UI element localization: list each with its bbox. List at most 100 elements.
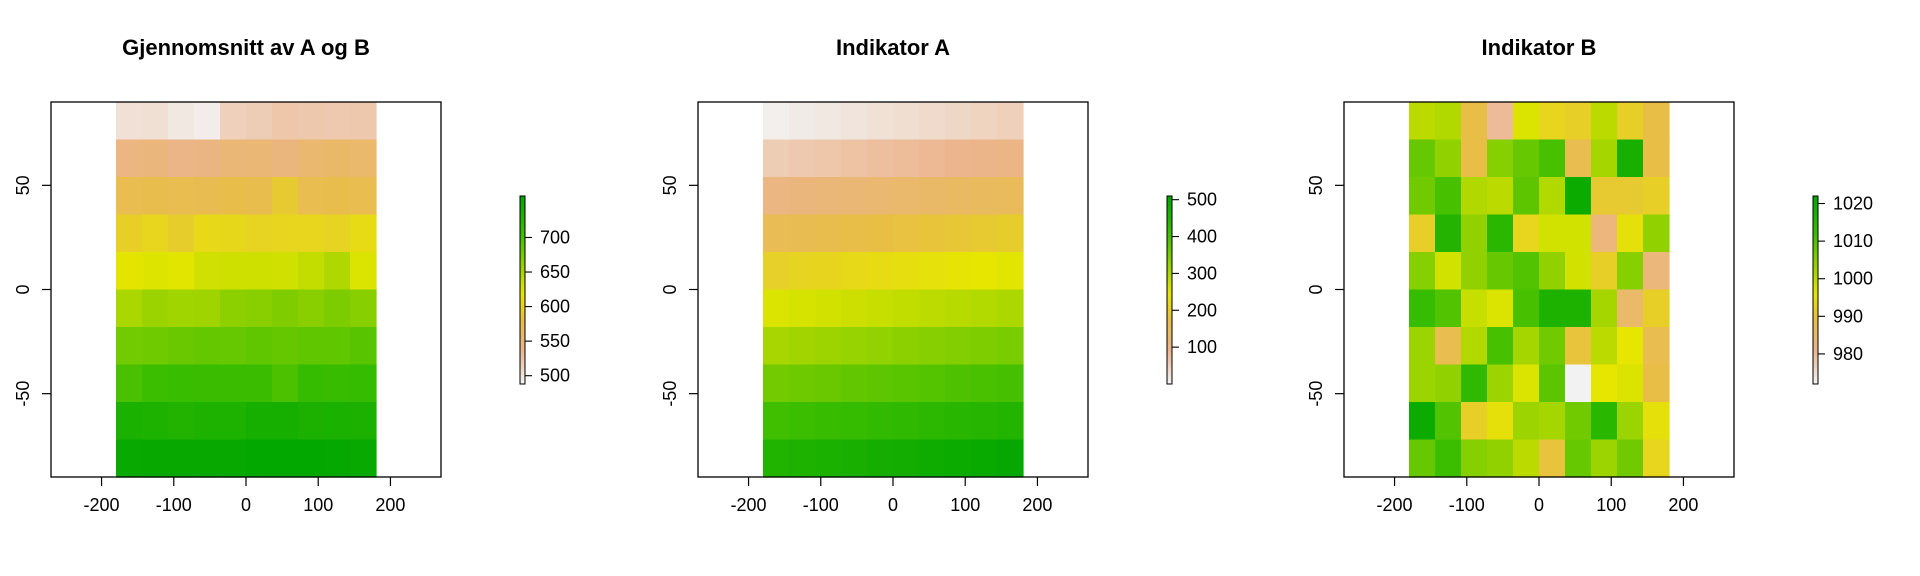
heatmap-cell <box>1461 439 1488 478</box>
heatmap-cell <box>168 252 195 291</box>
heatmap-cell <box>945 177 972 216</box>
legend-swatch <box>520 196 525 200</box>
legend-swatch <box>520 283 525 288</box>
heatmap-cell <box>997 402 1024 441</box>
legend-swatch <box>1167 374 1172 379</box>
legend-tick-label: 500 <box>1187 190 1217 210</box>
heatmap-cell <box>945 139 972 178</box>
legend-swatch <box>1813 205 1818 210</box>
heatmap-cell <box>272 402 299 441</box>
legend-swatch <box>1813 196 1818 200</box>
heatmap-cell <box>350 102 377 141</box>
legend-swatch <box>520 271 525 275</box>
legend-swatch <box>1167 214 1172 219</box>
y-tick-label: 0 <box>1306 284 1326 294</box>
legend-swatch <box>520 233 525 238</box>
legend-swatch <box>1167 346 1172 351</box>
legend-swatch <box>1813 352 1818 357</box>
x-tick-label: -100 <box>156 495 192 515</box>
legend-swatch <box>1813 271 1818 275</box>
heatmap-cell <box>867 102 894 141</box>
heatmap-cell <box>168 402 195 441</box>
heatmap-cell <box>1435 252 1462 291</box>
legend-swatch <box>1813 230 1818 235</box>
legend-swatch <box>520 349 525 354</box>
y-tick-label: -50 <box>13 381 33 407</box>
heatmap-cell <box>763 289 790 328</box>
heatmap-cell <box>867 139 894 178</box>
heatmap-cell <box>1539 327 1566 366</box>
heatmap-cell <box>867 327 894 366</box>
legend-swatch <box>520 371 525 376</box>
heatmap-cell <box>116 139 143 178</box>
legend-swatch <box>520 352 525 357</box>
legend-swatch <box>1813 302 1818 307</box>
legend-swatch <box>1167 293 1172 297</box>
x-tick-label: 0 <box>1534 495 1544 515</box>
heatmap-cell <box>1435 439 1462 478</box>
x-tick-label: -100 <box>1449 495 1485 515</box>
heatmap-cell <box>350 289 377 328</box>
heatmap-cell <box>194 177 221 216</box>
chart-title: Indikator B <box>1482 35 1597 60</box>
heatmap-cell <box>893 177 920 216</box>
heatmap-cell <box>168 102 195 141</box>
heatmap-cell <box>168 327 195 366</box>
legend-swatch <box>1167 349 1172 354</box>
heatmap-cell <box>867 364 894 403</box>
heatmap-cell <box>971 439 998 478</box>
heatmap-cell <box>220 102 247 141</box>
legend-swatch <box>520 214 525 219</box>
heatmap-cell <box>116 177 143 216</box>
legend-swatch <box>1813 280 1818 285</box>
heatmap-cell <box>763 402 790 441</box>
heatmap-cell <box>1539 252 1566 291</box>
heatmap-cell <box>945 252 972 291</box>
heatmap-cell <box>1643 214 1670 253</box>
legend-tick-label: 1000 <box>1833 269 1873 289</box>
color-legend: 500 550 600 650 700 <box>519 195 570 386</box>
color-legend: 980 990 1000 1010 1020 <box>1812 194 1873 385</box>
heatmap-cell <box>350 214 377 253</box>
heatmap-cell <box>324 102 351 141</box>
heatmap-cell <box>116 289 143 328</box>
legend-swatch <box>1167 233 1172 238</box>
legend-swatch <box>520 355 525 360</box>
legend-swatch <box>520 311 525 316</box>
legend-swatch <box>1167 211 1172 216</box>
legend-tick-label: 1020 <box>1833 194 1873 214</box>
heatmap-cell <box>1513 327 1540 366</box>
x-tick-label: 100 <box>950 495 980 515</box>
heatmap-cell <box>841 177 868 216</box>
chart-panel-3: Indikator B -200 -100 0 100 200 -50 0 50 980 990 10… <box>1306 35 1873 515</box>
heatmap-cell <box>1487 252 1514 291</box>
legend-swatch <box>1167 277 1172 282</box>
legend-tick-label: 100 <box>1187 337 1217 357</box>
legend-swatch <box>1813 362 1818 366</box>
heatmap-cell <box>1591 252 1618 291</box>
heatmap-cell <box>324 402 351 441</box>
legend-swatch <box>1167 283 1172 288</box>
heatmap-cell <box>945 402 972 441</box>
legend-swatch <box>1167 302 1172 307</box>
heatmap-cell <box>893 252 920 291</box>
legend-swatch <box>520 274 525 278</box>
legend-swatch <box>1167 221 1172 225</box>
legend-swatch <box>520 333 525 338</box>
chart-title: Indikator A <box>836 35 950 60</box>
heatmap-cell <box>789 214 816 253</box>
legend-swatch <box>1167 255 1172 260</box>
heatmap-cell <box>1487 439 1514 478</box>
heatmap-cell <box>1409 289 1436 328</box>
heatmap-cell <box>1539 439 1566 478</box>
heatmap-cell <box>168 139 195 178</box>
legend-swatch <box>1813 224 1818 228</box>
heatmap-cell <box>350 364 377 403</box>
heatmap-cell <box>919 139 946 178</box>
heatmap-cell <box>815 289 842 328</box>
heatmap-cell <box>815 214 842 253</box>
heatmap-cell <box>971 252 998 291</box>
heatmap-cell <box>1487 327 1514 366</box>
heatmap-cell <box>789 139 816 178</box>
